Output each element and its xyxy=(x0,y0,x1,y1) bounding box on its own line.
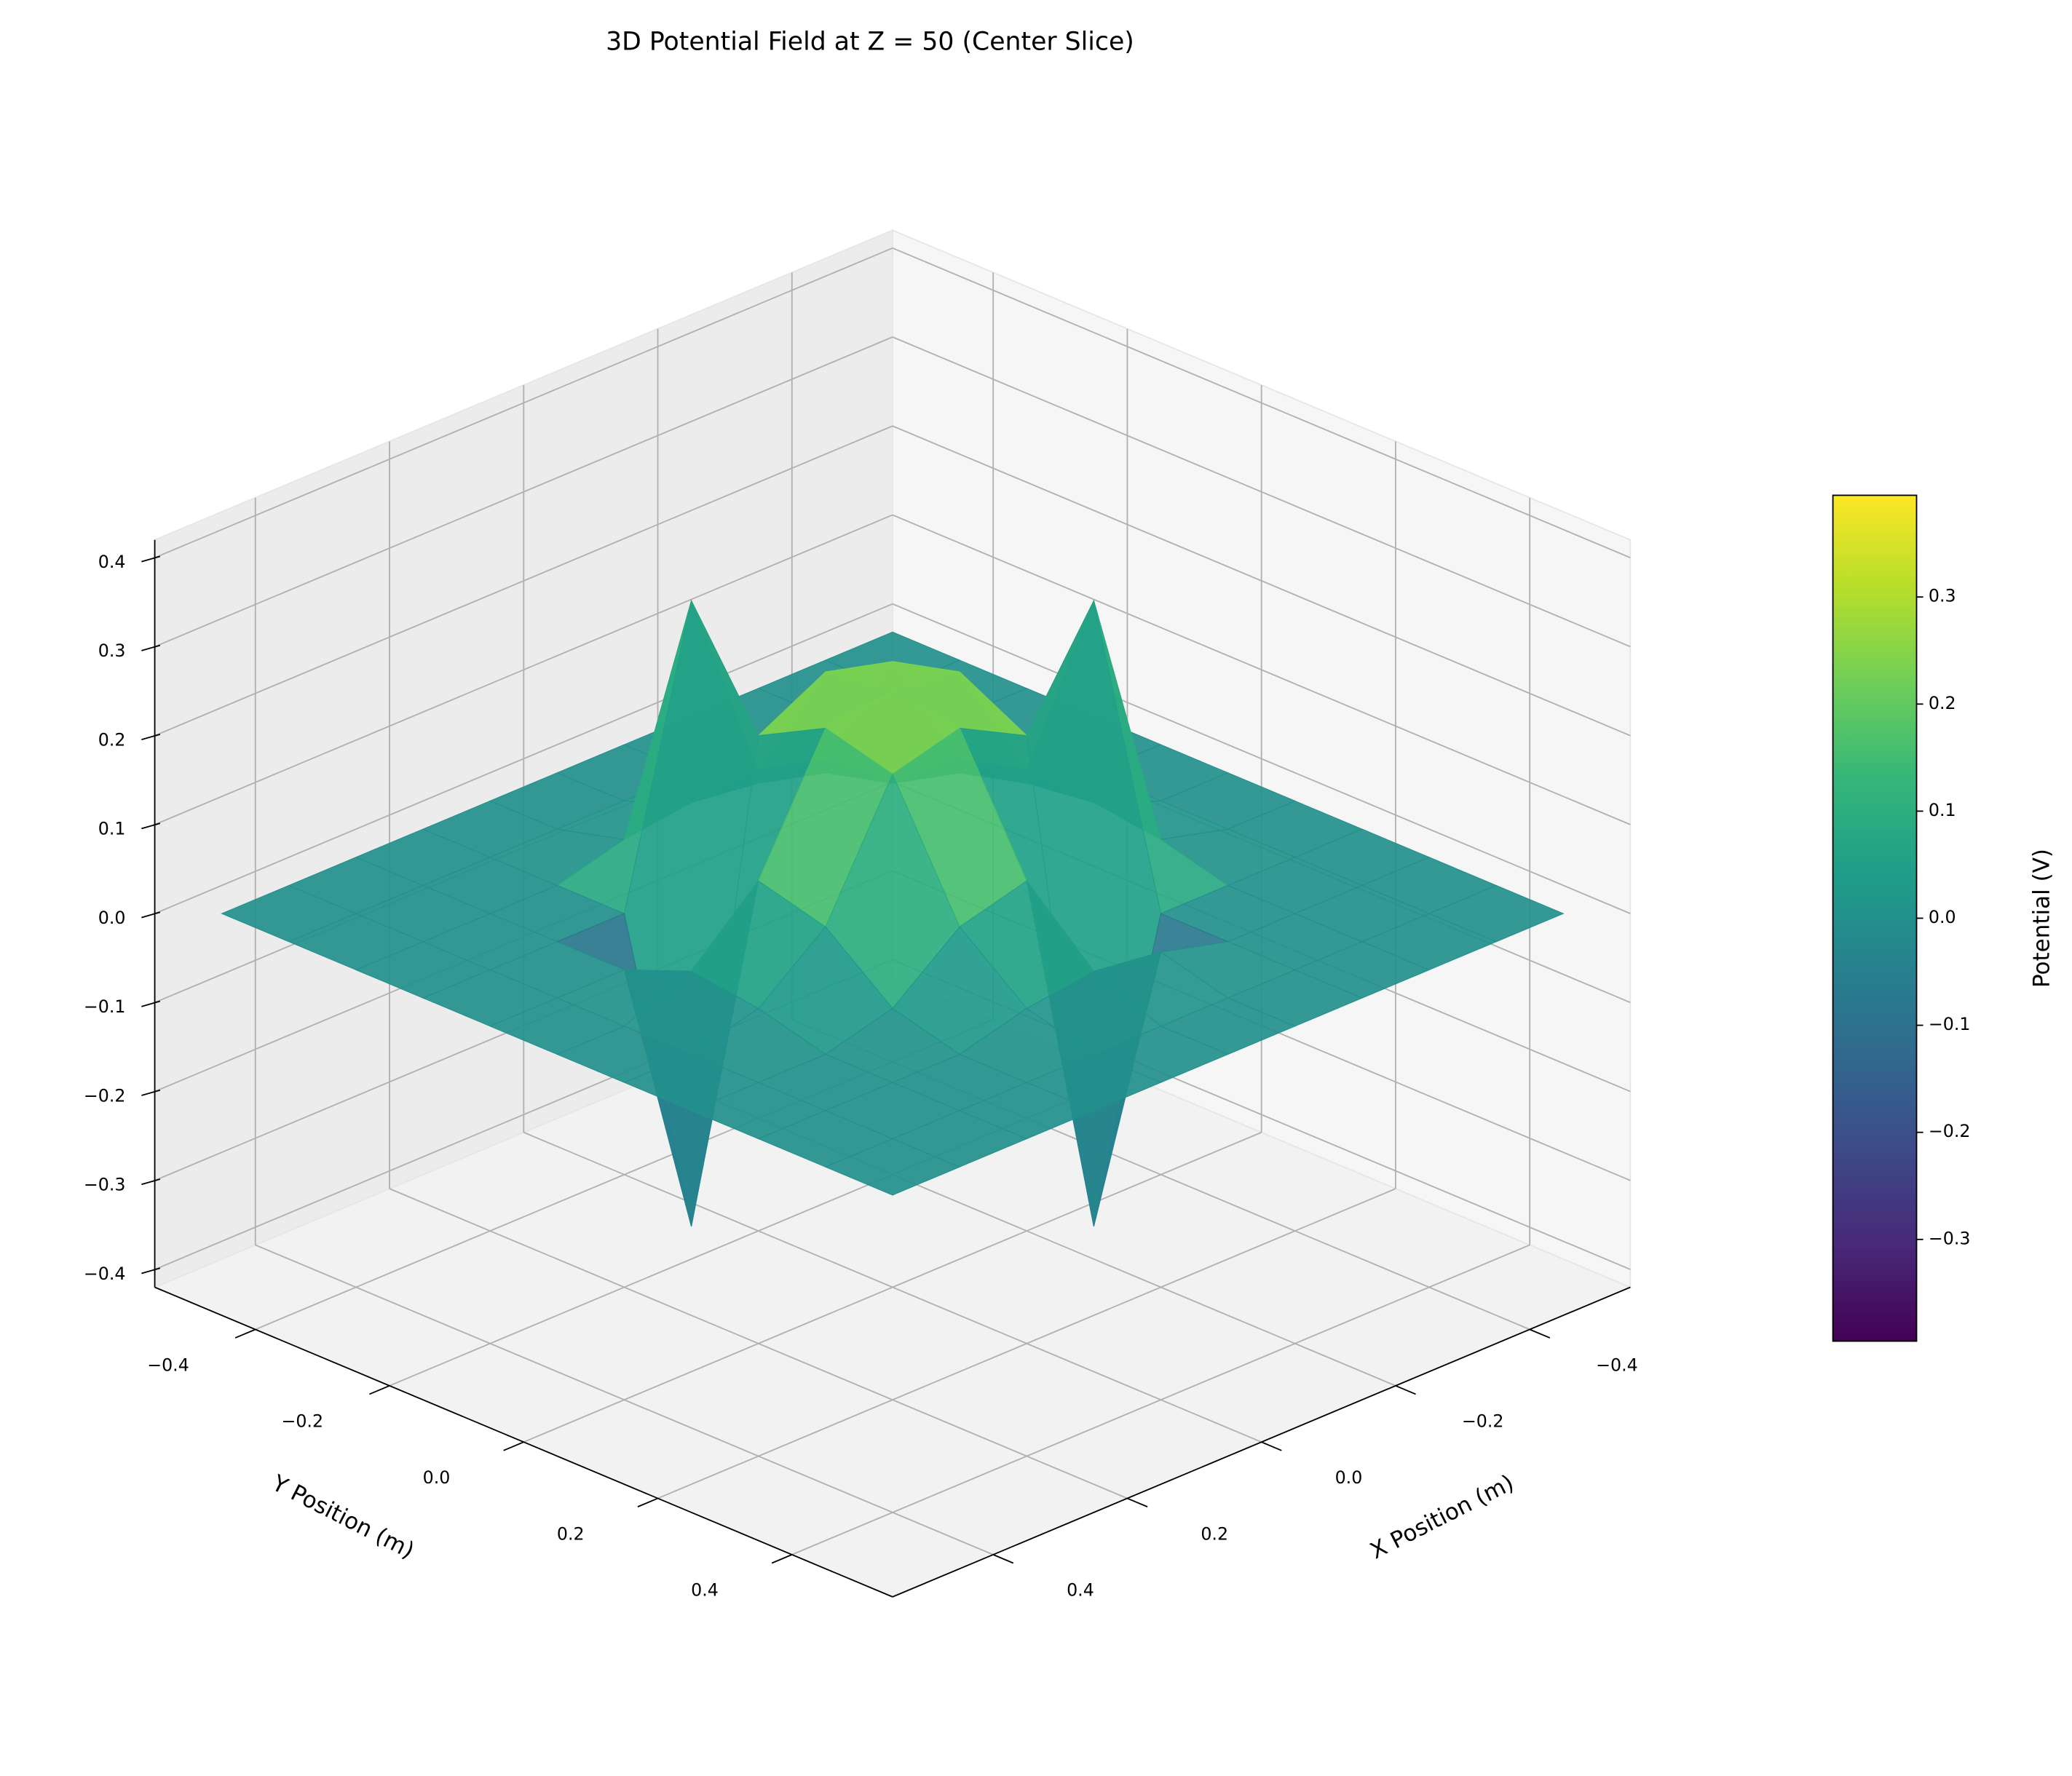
x-tick-label: 0.0 xyxy=(1335,1467,1363,1488)
y-tick xyxy=(637,1497,658,1507)
colorbar-tick-label: 0.2 xyxy=(1929,693,1956,713)
grid-line xyxy=(657,1188,1396,1499)
colorbar-tick-label: 0.1 xyxy=(1929,800,1956,820)
z-tick-label: 0.0 xyxy=(98,908,126,928)
z-tick xyxy=(141,555,161,563)
colorbar-tick-label: 0.0 xyxy=(1929,907,1956,927)
y-tick xyxy=(771,1554,793,1564)
grid-line xyxy=(791,1244,1530,1555)
y-tick-label: 0.4 xyxy=(691,1580,719,1601)
y-tick xyxy=(503,1441,524,1451)
z-tick xyxy=(141,822,161,830)
x-tick-label: −0.2 xyxy=(1462,1411,1504,1432)
grid-line xyxy=(892,425,1631,737)
x-tick xyxy=(1261,1441,1282,1451)
grid-line xyxy=(154,336,893,648)
z-tick xyxy=(141,1178,161,1186)
z-tick-label: −0.3 xyxy=(84,1175,126,1195)
grid-line xyxy=(892,336,1631,648)
z-tick-label: −0.1 xyxy=(84,996,126,1017)
z-tick xyxy=(141,1089,161,1096)
grid-line xyxy=(154,603,893,914)
chart-title: 3D Potential Field at Z = 50 (Center Sli… xyxy=(606,27,1134,56)
y-tick xyxy=(369,1384,390,1395)
z-tick-label: 0.3 xyxy=(98,641,126,661)
z-tick-label: 0.1 xyxy=(98,819,126,839)
x-axis-label: X Position (m) xyxy=(1366,1470,1518,1564)
z-tick xyxy=(141,644,161,651)
x-tick xyxy=(1127,1497,1148,1507)
z-tick xyxy=(141,911,161,919)
surface xyxy=(221,599,1565,1227)
colorbar-tick-label: −0.2 xyxy=(1929,1121,1971,1141)
y-tick-label: 0.0 xyxy=(423,1467,451,1488)
colorbar-tick-label: 0.3 xyxy=(1929,586,1956,606)
y-tick xyxy=(234,1328,256,1339)
z-tick-label: −0.4 xyxy=(84,1264,126,1284)
colorbar-tick-label: −0.1 xyxy=(1929,1014,1971,1034)
x-tick xyxy=(1395,1384,1416,1395)
z-tick xyxy=(141,1267,161,1274)
colorbar-tick-label: −0.3 xyxy=(1929,1228,1971,1248)
x-tick xyxy=(992,1554,1014,1564)
x-tick-label: 0.4 xyxy=(1067,1580,1094,1601)
colorbar-label: Potential (V) xyxy=(2028,849,2055,988)
surface-patch xyxy=(824,1138,961,1196)
grid-line xyxy=(892,247,1631,559)
y-tick-label: −0.2 xyxy=(281,1411,323,1432)
y-tick-label: 0.2 xyxy=(557,1523,585,1544)
grid-line xyxy=(892,603,1631,914)
grid-line xyxy=(154,247,893,559)
z-tick xyxy=(141,733,161,741)
grid-line xyxy=(154,425,893,737)
colorbar xyxy=(1832,494,1918,1342)
y-tick-label: −0.4 xyxy=(147,1355,189,1375)
z-tick xyxy=(141,1000,161,1007)
x-tick xyxy=(1529,1328,1551,1339)
grid-line xyxy=(892,514,1631,825)
x-tick-label: 0.2 xyxy=(1201,1523,1228,1544)
x-tick-label: −0.4 xyxy=(1596,1355,1638,1375)
grid-line xyxy=(523,1131,1262,1443)
z-tick-label: −0.2 xyxy=(84,1085,126,1106)
z-tick-label: 0.2 xyxy=(98,729,126,750)
y-axis-label: Y Position (m) xyxy=(267,1470,419,1564)
z-tick-label: 0.4 xyxy=(98,552,126,572)
grid-line xyxy=(154,514,893,825)
